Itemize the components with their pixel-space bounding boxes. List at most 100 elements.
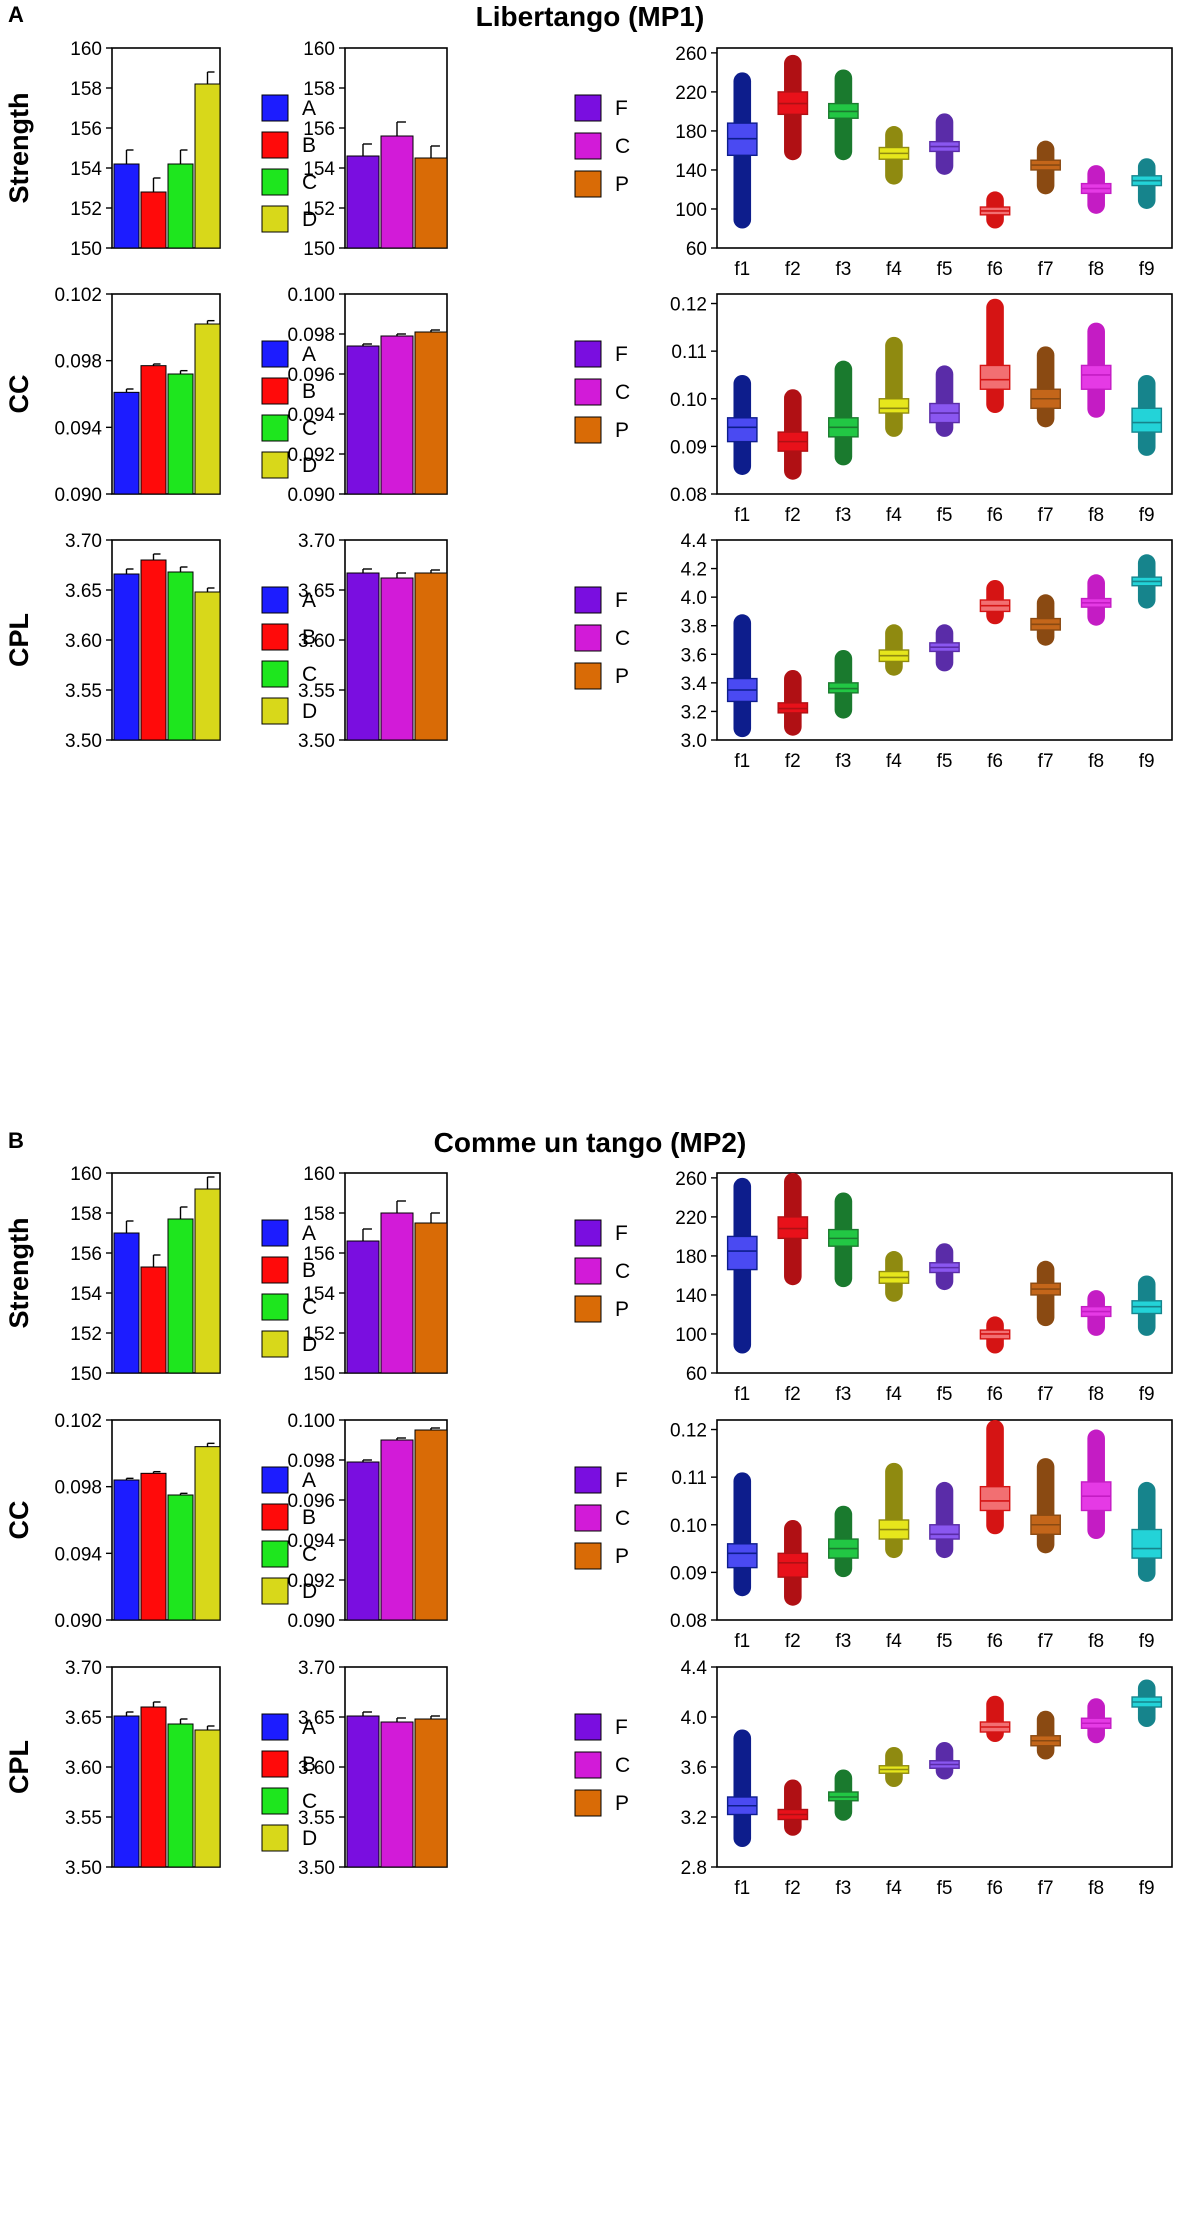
panel-a-strength-group-tick-label: 150 (70, 239, 102, 260)
panel-a-cc-features-box-f1 (726, 417, 758, 443)
panel-a-strength-group-legend-label: C (302, 171, 317, 194)
panel-a-cpl-group-tick-label: 3.70 (65, 531, 102, 552)
panel-a-cpl-stage-bar-P (414, 572, 448, 741)
panel-b-cpl-group-legend-swatch-B (261, 1750, 289, 1778)
panel-b-strength-group-legend-label: B (302, 1259, 316, 1282)
panel-a-cpl-ylabel: CPL (4, 613, 34, 667)
panel-a-strength-group-legend-label: D (302, 208, 317, 231)
panel-a-cpl-stage-legend-swatch-P (574, 662, 602, 690)
panel-b-cpl-features-category-label: f6 (987, 1878, 1003, 1899)
panel-a-cc-group-legend-swatch-A (261, 340, 289, 368)
panel-b-cpl-stage-legend-swatch-C (574, 1751, 602, 1779)
panel-b-strength-features-box-f1 (726, 1235, 758, 1271)
panel-b-strength-stage-legend-swatch-F (574, 1219, 602, 1247)
panel-b-cc-group-bar-D (194, 1446, 221, 1621)
panel-a-strength-features-category-label: f3 (835, 259, 851, 280)
panel-a-strength-features-tick-label: 180 (675, 122, 707, 143)
panel-b-cc-features-category-label: f5 (937, 1631, 953, 1652)
panel-label-b: B (8, 1128, 24, 1153)
panel-a-cc-features-category-label: f3 (835, 505, 851, 526)
panel-a-cpl-features-tick-label: 3.6 (681, 645, 707, 666)
panel-b-cpl-group-legend-label: B (302, 1753, 316, 1776)
panel-b-strength-features-tick-label: 260 (675, 1169, 707, 1190)
panel-b-strength-group-legend-swatch-D (261, 1330, 289, 1358)
panel-b-cc-group-bar-C (167, 1494, 194, 1621)
panel-a-cpl-group-legend-label: C (302, 663, 317, 686)
panel-a-cpl-features-points-f1 (733, 614, 752, 738)
panel-b-cc-group-legend-swatch-C (261, 1540, 289, 1568)
panel-a-cc-features-box-f9 (1131, 407, 1163, 433)
panel-a-cc-features-tick-label: 0.12 (670, 295, 707, 316)
panel-b-strength-group-legend-swatch-B (261, 1256, 289, 1284)
panel-a-cc-features-tick-label: 0.11 (671, 342, 707, 363)
panel-a-cc-stage-tick-label: 0.094 (287, 405, 335, 426)
panel-b-cc-features-category-label: f9 (1139, 1631, 1155, 1652)
panel-a-cc-group-legend-swatch-C (261, 414, 289, 442)
panel-a-cc-stage-legend-label: P (615, 419, 629, 442)
panel-a-strength-features-tick-label: 140 (675, 161, 707, 182)
panel-a-cpl-group-bar-D (194, 591, 221, 741)
panel-b-strength-group-bar-C (167, 1218, 194, 1374)
panel-b-strength-stage-tick-label: 160 (303, 1164, 335, 1185)
panel-b-strength-group-legend-label: D (302, 1333, 317, 1356)
panel-b-cc-features-category-label: f1 (734, 1631, 750, 1652)
panel-a-cpl-features-tick-label: 4.4 (681, 531, 708, 552)
panel-b-cpl-features-category-label: f3 (835, 1878, 851, 1899)
panel-b-cc-features-frame (716, 1419, 1173, 1621)
panel-a-strength-features-frame (716, 47, 1173, 249)
panel-a-strength-stage-legend-label: F (615, 97, 628, 120)
panel-a-cc-stage-tick-label: 0.100 (287, 285, 335, 306)
panel-b-cc-features-category-label: f2 (785, 1631, 801, 1652)
panel-b-cpl-stage-tick-label: 3.65 (298, 1708, 335, 1729)
panel-a-cc-group-tick-label: 0.098 (54, 352, 102, 373)
panel-a-cc-features-tick-label: 0.09 (670, 437, 707, 458)
panel-a-cpl-group-legend-swatch-A (261, 586, 289, 614)
panel-b-cc-stage-legend-swatch-F (574, 1466, 602, 1494)
panel-b-cpl-group-legend-swatch-C (261, 1787, 289, 1815)
panel-b-cpl-features-points-f1 (733, 1729, 752, 1847)
panel-a-cc-features-points-f3 (834, 360, 853, 466)
panel-a-cpl-group-legend-swatch-D (261, 697, 289, 725)
panel-b-cpl-features-points-f2 (784, 1779, 802, 1836)
panel-b-strength-group-tick-label: 152 (70, 1324, 102, 1345)
panel-b-cpl-stage-bar-F (346, 1715, 380, 1868)
panel-a-strength-stage-legend-swatch-C (574, 132, 602, 160)
panel-a-cpl-features-category-label: f4 (886, 751, 902, 772)
panel-b-cpl-features-points-f6 (986, 1695, 1004, 1742)
panel-b-strength-group-bar-D (194, 1188, 221, 1374)
panel-a-cpl-stage-legend-label: C (615, 627, 630, 650)
panel-b-cc-group-bar-A (113, 1479, 140, 1621)
panel-a-strength-features-tick-label: 100 (675, 200, 707, 221)
panel-b-strength-stage-tick-label: 156 (303, 1244, 335, 1265)
panel-a-strength-features-category-label: f4 (886, 259, 902, 280)
panel-a-cc-features-category-label: f9 (1139, 505, 1155, 526)
panel-b-strength-stage-bar-F (346, 1240, 380, 1374)
panel-b-cpl-group-tick-label: 3.50 (65, 1858, 102, 1879)
panel-a-cc-group-bar-B (140, 365, 167, 495)
panel-b-cpl-features-tick-label: 4.0 (681, 1708, 707, 1729)
panel-a-strength-group-tick-label: 160 (70, 39, 102, 60)
panel-b-cpl-stage-bar-P (414, 1718, 448, 1868)
panel-a-cpl-stage-tick-label: 3.50 (298, 731, 335, 752)
panel-b-cpl-group-bar-C (167, 1723, 194, 1868)
panel-b-strength-stage-legend-swatch-C (574, 1257, 602, 1285)
panel-a-cc-group-bar-A (113, 391, 140, 495)
panel-b-strength-features-category-label: f9 (1139, 1384, 1155, 1405)
panel-b-cpl-group-legend-label: C (302, 1790, 317, 1813)
panel-a-cpl-stage-bar-C (380, 577, 414, 741)
panel-b-cpl-group-bar-A (113, 1715, 140, 1868)
panel-a-cc-stage-legend-swatch-P (574, 416, 602, 444)
panel-b-cc-features-points-f7 (1036, 1458, 1055, 1554)
panel-a-cpl-stage-bar-F (346, 572, 380, 741)
panel-b-cc-features-box-f5 (929, 1524, 960, 1540)
panel-a-strength-stage-tick-label: 156 (303, 119, 335, 140)
panel-a-cc-stage-bar-P (414, 331, 448, 495)
panel-b-cpl-group-tick-label: 3.55 (65, 1808, 102, 1829)
panel-b-strength-stage-bar-C (380, 1212, 414, 1374)
panel-b-strength-stage-tick-label: 150 (303, 1364, 335, 1385)
panel-b-cc-features-tick-label: 0.11 (671, 1468, 707, 1489)
panel-b-cpl-group-legend-label: D (302, 1827, 317, 1850)
panel-a-strength-stage-bar-F (346, 155, 380, 249)
panel-a-cc-group-legend-label: A (302, 343, 316, 366)
